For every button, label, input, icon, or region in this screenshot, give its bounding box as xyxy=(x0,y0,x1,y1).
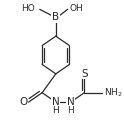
Text: H: H xyxy=(67,106,74,115)
Text: S: S xyxy=(81,69,88,79)
Text: O: O xyxy=(19,97,27,107)
Text: NH$_2$: NH$_2$ xyxy=(104,86,122,99)
Text: N: N xyxy=(67,97,75,107)
Text: N: N xyxy=(52,97,60,107)
Text: H: H xyxy=(52,106,59,115)
Text: OH: OH xyxy=(69,4,83,13)
Text: HO: HO xyxy=(21,4,35,13)
Text: B: B xyxy=(52,12,59,22)
